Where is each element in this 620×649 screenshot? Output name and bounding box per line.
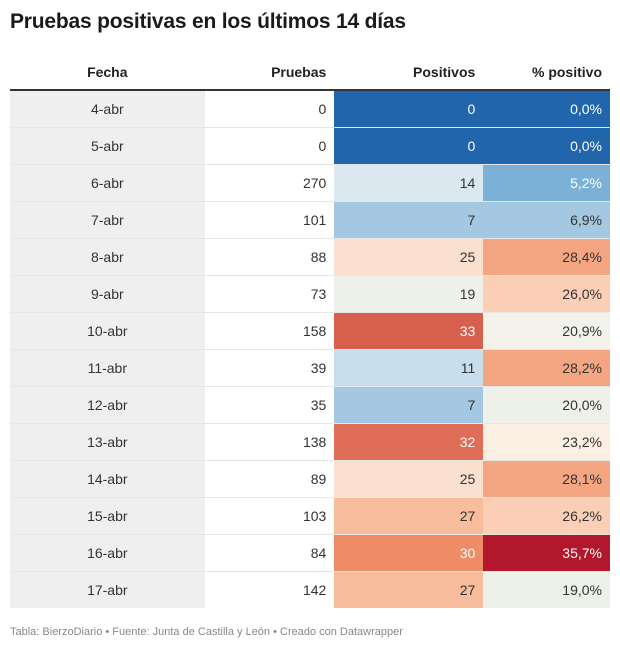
cell-positivos: 19 xyxy=(334,275,484,313)
cell-pruebas: 0 xyxy=(204,90,335,128)
cell-pct-positivo: 20,9% xyxy=(483,312,610,350)
cell-pct-positivo: 28,4% xyxy=(483,238,610,276)
table-row: 15-abr 103 27 26,2% xyxy=(10,497,610,535)
cell-fecha: 8-abr xyxy=(10,238,205,276)
table-row: 6-abr 270 14 5,2% xyxy=(10,164,610,202)
cell-fecha: 11-abr xyxy=(10,349,205,387)
table-row: 16-abr 84 30 35,7% xyxy=(10,534,610,572)
cell-fecha: 16-abr xyxy=(10,534,205,572)
cell-positivos: 0 xyxy=(334,127,484,165)
cell-pct-positivo: 20,0% xyxy=(483,386,610,424)
cell-pct-positivo: 19,0% xyxy=(483,571,610,608)
cell-pct-positivo: 0,0% xyxy=(483,127,610,165)
column-header-fecha[interactable]: Fecha xyxy=(10,54,205,91)
cell-fecha: 14-abr xyxy=(10,460,205,498)
cell-positivos: 7 xyxy=(334,201,484,239)
cell-pct-positivo: 0,0% xyxy=(483,90,610,128)
cell-fecha: 7-abr xyxy=(10,201,205,239)
cell-fecha: 13-abr xyxy=(10,423,205,461)
cell-pruebas: 103 xyxy=(204,497,335,535)
footer-credits: Tabla: BierzoDiario • Fuente: Junta de C… xyxy=(10,626,403,638)
cell-pct-positivo: 6,9% xyxy=(483,201,610,239)
cell-positivos: 30 xyxy=(334,534,484,572)
cell-pruebas: 0 xyxy=(204,127,335,165)
header-row: Fecha Pruebas Positivos % positivo xyxy=(10,54,610,91)
table-row: 7-abr 101 7 6,9% xyxy=(10,201,610,239)
cell-pruebas: 158 xyxy=(204,312,335,350)
cell-pct-positivo: 5,2% xyxy=(483,164,610,202)
cell-positivos: 25 xyxy=(334,460,484,498)
table-row: 9-abr 73 19 26,0% xyxy=(10,275,610,313)
table-row: 5-abr 0 0 0,0% xyxy=(10,127,610,165)
table-row: 4-abr 0 0 0,0% xyxy=(10,90,610,128)
column-header-positivos[interactable]: Positivos xyxy=(334,54,484,91)
cell-fecha: 4-abr xyxy=(10,90,205,128)
cell-pruebas: 142 xyxy=(302,582,327,598)
cell-pruebas: 270 xyxy=(204,164,335,202)
cell-pct-positivo: 26,2% xyxy=(483,497,610,535)
cell-pruebas: 35 xyxy=(204,386,335,424)
cell-fecha: 9-abr xyxy=(10,275,205,313)
cell-pct-positivo: 28,1% xyxy=(483,460,610,498)
cell-fecha: 6-abr xyxy=(10,164,205,202)
cell-positivos: 11 xyxy=(334,349,484,387)
cell-pct-positivo: 35,7% xyxy=(483,534,610,572)
cell-positivos: 25 xyxy=(334,238,484,276)
column-header-pruebas[interactable]: Pruebas xyxy=(204,54,335,91)
table-row: 14-abr 89 25 28,1% xyxy=(10,460,610,498)
table-row: 17-abr 142 27 19,0% xyxy=(10,571,610,608)
cell-pruebas: 73 xyxy=(204,275,335,313)
table-row: 11-abr 39 11 28,2% xyxy=(10,349,610,387)
cell-pruebas: 138 xyxy=(204,423,335,461)
cell-positivos: 33 xyxy=(334,312,484,350)
column-header-pct-positivo[interactable]: % positivo xyxy=(483,54,610,91)
cell-pct-positivo: 26,0% xyxy=(483,275,610,313)
chart-title: Pruebas positivas en los últimos 14 días xyxy=(10,10,406,33)
cell-positivos: 27 xyxy=(334,571,484,608)
table-row: 8-abr 88 25 28,4% xyxy=(10,238,610,276)
table-body: 4-abr 0 0 0,0% 5-abr 0 0 0,0% 6-abr 270 14 5,2% 7-ab… xyxy=(10,90,610,608)
cell-positivos: 7 xyxy=(334,386,484,424)
cell-fecha: 12-abr xyxy=(10,386,205,424)
cell-pruebas: 88 xyxy=(204,238,335,276)
cell-fecha: 15-abr xyxy=(10,497,205,535)
table-row: 13-abr 138 32 23,2% xyxy=(10,423,610,461)
data-table: Fecha Pruebas Positivos % positivo 4-abr… xyxy=(10,54,610,608)
cell-pruebas: 89 xyxy=(204,460,335,498)
cell-fecha: 5-abr xyxy=(10,127,205,165)
table-row: 10-abr 158 33 20,9% xyxy=(10,312,610,350)
cell-pruebas: 39 xyxy=(204,349,335,387)
cell-pruebas: 84 xyxy=(204,534,335,572)
cell-positivos: 32 xyxy=(334,423,484,461)
cell-pct-positivo: 28,2% xyxy=(483,349,610,387)
table-row: 12-abr 35 7 20,0% xyxy=(10,386,610,424)
cell-positivos: 14 xyxy=(334,164,484,202)
cell-positivos: 27 xyxy=(334,497,484,535)
cell-positivos: 0 xyxy=(334,90,484,128)
cell-pct-positivo: 23,2% xyxy=(483,423,610,461)
cell-pruebas: 101 xyxy=(204,201,335,239)
cell-fecha: 17-abr xyxy=(10,571,205,608)
cell-fecha: 10-abr xyxy=(10,312,205,350)
